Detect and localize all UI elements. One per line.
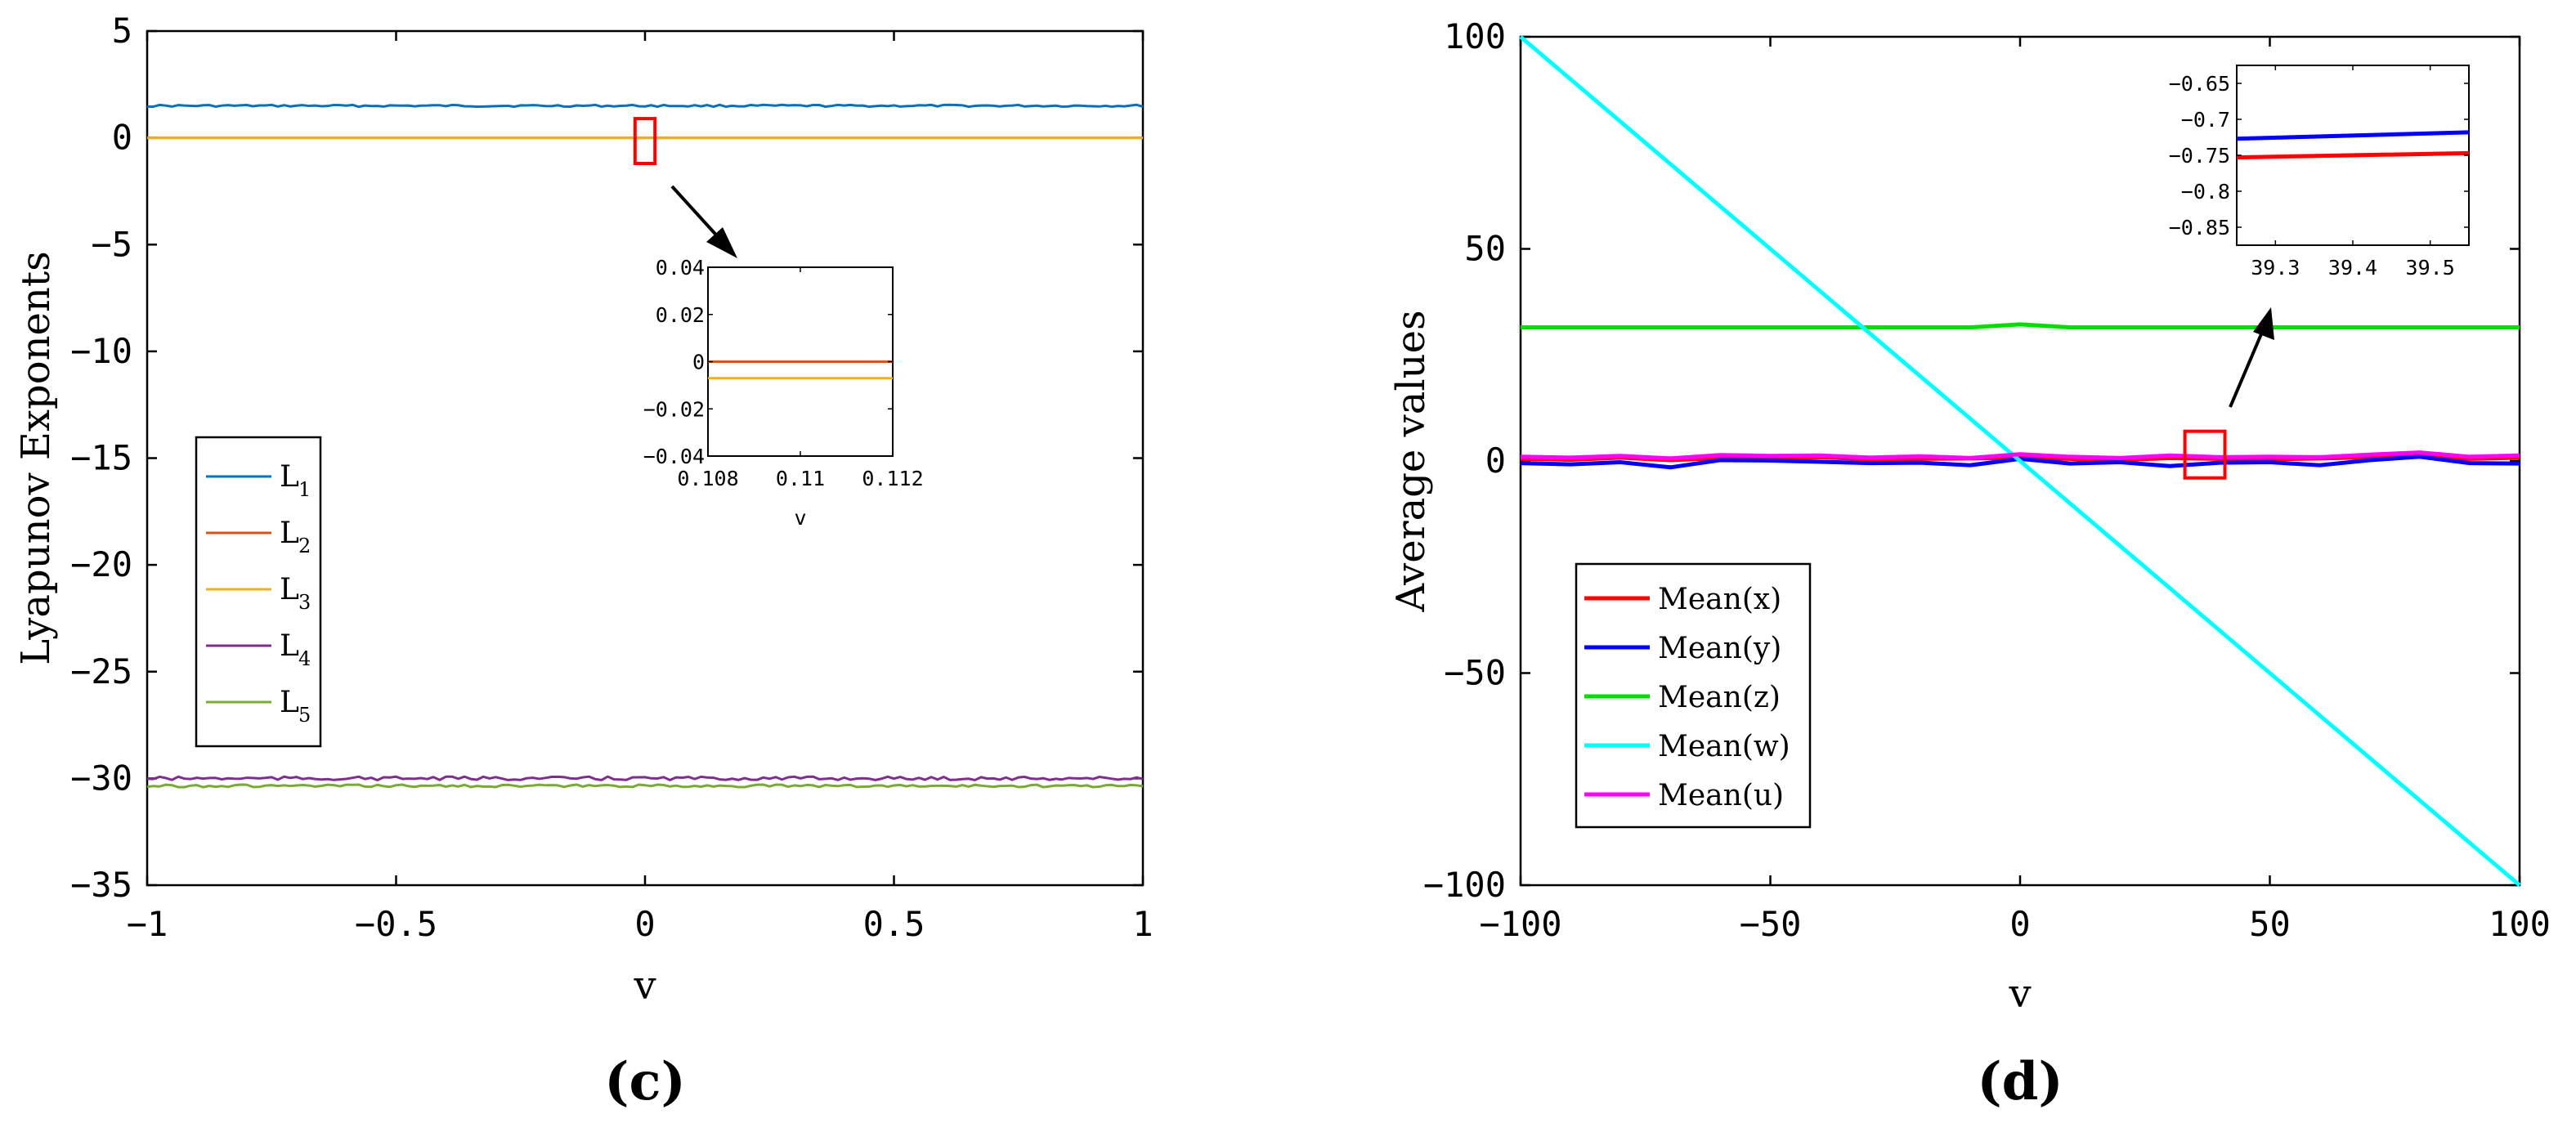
d-x-tick-label: 50 [2249, 904, 2291, 944]
d-x-tick-label: −50 [1740, 904, 1802, 944]
c-inset-y-tick-label: −0.02 [643, 397, 705, 421]
c-x-tick-label: −0.5 [355, 904, 437, 944]
d-zoom-arrow-shaft [2229, 329, 2265, 408]
c-x-tick-label: 0 [634, 904, 655, 944]
c-inset-x-tick-label: 0.11 [776, 467, 825, 490]
d-inset-x-tick-label: 39.3 [2251, 256, 2300, 280]
panel-c-lyapunov-chart: −1 −0.5 0 0.5 1 5 0 −5 −10 −15 −20 −25 −30 −35 v Lyapun… [13, 11, 1154, 1112]
c-inset-x-tick-label: 0.112 [862, 467, 923, 490]
d-inset-series-line-1 [2236, 150, 2470, 160]
d-zoom-box [2183, 429, 2227, 480]
c-inset-x-axis-title: v [794, 506, 806, 530]
d-x-tick-label: 0 [2009, 904, 2030, 944]
c-legend-subscript-0: 1 [298, 478, 311, 501]
d-inset-y-tick-label: −0.8 [2181, 180, 2230, 204]
c-y-tick-label: −5 [91, 224, 132, 264]
c-y-tick-label: −25 [70, 651, 132, 691]
c-legend-label-4: L [280, 686, 299, 719]
d-legend-label-2: Mean(z) [1658, 681, 1781, 714]
c-y-tick-label: −10 [70, 331, 132, 371]
c-x-tick-label: 1 [1132, 904, 1153, 944]
d-panel-label: (d) [1977, 1051, 2063, 1112]
d-series-line-2 [1521, 322, 2520, 330]
d-zoom-arrow-head [2253, 307, 2274, 340]
d-inset-x-tick-label: 39.5 [2406, 256, 2455, 280]
d-x-axis-title: v [2008, 971, 2031, 1017]
d-series-line-4 [1520, 450, 2520, 461]
c-zoom-arrow-shaft [670, 185, 723, 242]
c-inset-x-tick-label: 0.108 [677, 467, 738, 490]
c-legend-subscript-3: 4 [298, 647, 311, 670]
c-legend-subscript-4: 5 [298, 704, 311, 727]
d-inset-series-line-0 [2236, 130, 2470, 141]
c-legend-subscript-2: 3 [298, 591, 311, 614]
c-inset-y-tick-label: 0.04 [656, 256, 705, 280]
c-inset-y-tick-label: 0.02 [656, 303, 705, 327]
c-y-tick-label: −30 [70, 758, 132, 798]
c-legend-label-0: L [280, 460, 299, 494]
d-y-axis-title: Average values [1388, 310, 1434, 612]
c-y-tick-label: −35 [70, 865, 132, 905]
c-y-axis-title: Lyapunov Exponents [13, 251, 59, 664]
d-inset-y-tick-label: −0.75 [2169, 144, 2230, 168]
c-zoom-box [633, 117, 657, 165]
d-y-tick-label: −100 [1423, 865, 1506, 905]
c-panel-label: (c) [604, 1051, 686, 1112]
c-x-axis-title: v [633, 963, 656, 1009]
c-series-line-3 [146, 775, 1144, 781]
c-y-tick-label: −15 [70, 438, 132, 478]
c-legend-label-1: L [280, 517, 299, 550]
d-y-tick-label: −50 [1444, 653, 1506, 693]
d-legend-label-0: Mean(x) [1658, 583, 1781, 616]
d-y-tick-label: 100 [1444, 16, 1506, 56]
c-x-tick-label: −1 [127, 904, 168, 944]
c-legend-box [195, 436, 322, 748]
d-inset-x-tick-label: 39.4 [2328, 256, 2377, 280]
d-inset-y-tick-label: −0.7 [2181, 108, 2230, 132]
d-x-tick-label: −100 [1479, 904, 1561, 944]
d-legend-label-4: Mean(u) [1658, 779, 1784, 812]
c-legend-label-3: L [280, 629, 299, 663]
d-inset-y-tick-label: −0.85 [2169, 216, 2230, 239]
c-inset-y-tick-label: −0.04 [643, 445, 705, 468]
d-inset-y-tick-label: −0.65 [2169, 72, 2230, 96]
c-legend-label-2: L [280, 573, 299, 606]
c-x-tick-label: 0.5 [863, 904, 925, 944]
c-inset-y-tick-label: 0 [692, 351, 705, 374]
d-series-line-3 [1519, 35, 2521, 887]
panel-d-average-values-chart: −100 −50 0 50 100 100 50 0 −50 −100 v Average value… [1388, 16, 2551, 1112]
d-x-tick-label: 100 [2489, 904, 2551, 944]
d-y-tick-label: 0 [1485, 441, 1506, 481]
d-legend-label-3: Mean(w) [1658, 730, 1790, 763]
c-y-tick-label: −20 [70, 544, 132, 584]
d-y-tick-label: 50 [1464, 229, 1506, 269]
c-y-tick-label: 5 [112, 11, 132, 51]
c-y-tick-label: 0 [112, 118, 132, 158]
c-series-line-0 [146, 103, 1144, 109]
c-legend-subscript-1: 2 [298, 535, 311, 557]
c-zoom-arrow-head [706, 227, 737, 258]
c-series-line-4 [146, 783, 1144, 789]
d-legend-label-1: Mean(y) [1658, 632, 1781, 665]
